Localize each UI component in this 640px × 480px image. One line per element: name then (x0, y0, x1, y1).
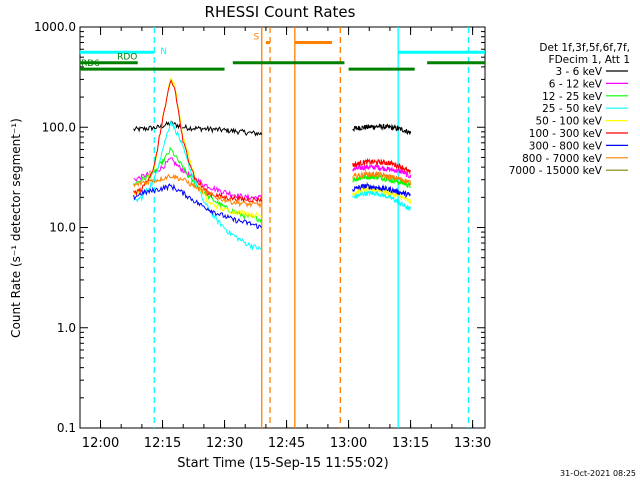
series-line (133, 173, 263, 209)
series-line (133, 183, 262, 229)
legend-label: 6 - 12 keV (549, 78, 603, 90)
x-tick-label: 12:00 (82, 436, 119, 451)
legend-header: Det 1f,3f,5f,6f,7f, (539, 42, 630, 54)
y-tick-label: 1.0 (57, 321, 76, 335)
plot-frame (79, 26, 486, 429)
series-line (352, 123, 412, 136)
legend-label: 100 - 300 keV (529, 128, 603, 140)
series-line (133, 77, 262, 219)
legend-label: 50 - 100 keV (535, 116, 602, 128)
footer-timestamp: 31-Oct-2021 08:25 (560, 469, 636, 478)
x-tick-label: 12:45 (268, 436, 305, 451)
x-tick-label: 12:15 (144, 436, 181, 451)
y-tick-label: 10.0 (49, 221, 76, 235)
legend-label: 12 - 25 keV (542, 91, 603, 103)
series-line (352, 163, 412, 179)
legend-label: 25 - 50 keV (542, 103, 603, 115)
state-bar-label: N (160, 47, 167, 57)
chart-title: RHESSI Count Rates (205, 3, 356, 21)
x-tick-label: 13:30 (454, 436, 491, 451)
state-bar-label: RDO (117, 53, 137, 63)
x-tick-label: 12:30 (206, 436, 243, 451)
y-tick-label: 100.0 (42, 120, 76, 134)
legend-label: 3 - 6 keV (555, 66, 602, 78)
x-tick-label: 13:15 (392, 436, 429, 451)
y-tick-label: 0.1 (57, 421, 76, 435)
series-line (352, 170, 412, 186)
x-axis-label: Start Time (15-Sep-15 11:55:02) (177, 456, 388, 471)
y-axis-label: Count Rate (s⁻¹ detector segment⁻¹) (9, 118, 23, 338)
x-tick-label: 13:00 (330, 436, 367, 451)
series-line (133, 120, 263, 137)
series-line (352, 181, 411, 199)
y-tick-label: 1000.0 (34, 20, 76, 34)
state-bar-label: RD6 (81, 59, 100, 69)
series-line (352, 185, 412, 204)
legend-label: 7000 - 15000 keV (509, 165, 603, 177)
legend-label: 800 - 7000 keV (522, 153, 603, 165)
axis-layer: 0.1 1.0 10.0 100.0 1000.0 12:00 12:15 12:30 12:4… (34, 20, 491, 451)
series-layer (133, 77, 412, 251)
series-line (133, 79, 263, 203)
series-line (133, 157, 263, 202)
legend: Det 1f,3f,5f,6f,7f,FDecim 1, Att 13 - 6 … (509, 42, 630, 177)
state-bar-label: S (253, 33, 259, 43)
series-line (352, 157, 412, 174)
legend-header: FDecim 1, Att 1 (549, 54, 630, 66)
annotation-layer: N RDO RD6 S (79, 27, 485, 428)
legend-label: 300 - 800 keV (529, 140, 603, 152)
